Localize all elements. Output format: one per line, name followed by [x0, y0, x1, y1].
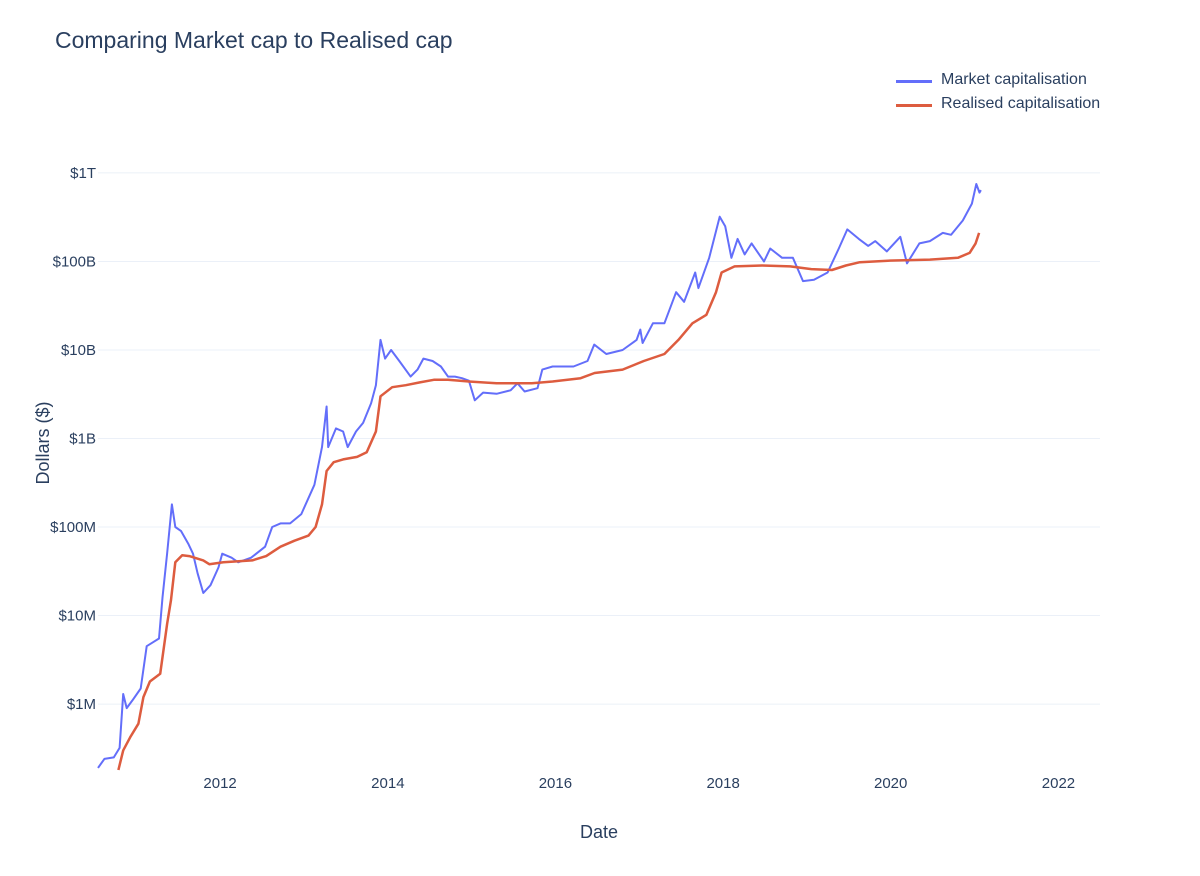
chart-title: Comparing Market cap to Realised cap — [55, 27, 453, 53]
x-tick-label: 2016 — [539, 775, 572, 792]
legend-swatch-realised-cap — [896, 104, 932, 107]
x-tick-label: 2012 — [203, 775, 236, 792]
legend-label-realised-cap: Realised capitalisation — [941, 95, 1101, 112]
y-tick-label: $1B — [69, 431, 96, 448]
x-tick-label: 2014 — [371, 775, 404, 792]
legend-label-market-cap: Market capitalisation — [941, 71, 1087, 88]
x-axis-ticks: 2012 2014 2016 2018 2020 2022 — [203, 775, 1075, 792]
y-axis-ticks: $1M $10M $100M $1B $10B $100B $1T — [50, 165, 96, 713]
series-line-market-cap — [97, 183, 982, 769]
x-tick-label: 2020 — [874, 775, 907, 792]
y-tick-label: $100M — [50, 519, 96, 536]
gridlines — [98, 172, 1100, 705]
legend-item-market-cap[interactable]: Market capitalisation — [896, 66, 1100, 90]
legend-swatch-market-cap — [896, 80, 932, 83]
y-tick-label: $10M — [58, 608, 96, 625]
series-layer — [97, 183, 982, 771]
y-tick-label: $100B — [53, 253, 96, 270]
y-tick-label: $1M — [67, 696, 96, 713]
legend: Market capitalisation Realised capitalis… — [896, 66, 1100, 114]
y-tick-label: $10B — [61, 342, 96, 359]
x-tick-label: 2022 — [1042, 775, 1075, 792]
series-line-realised-cap — [117, 232, 981, 771]
y-axis-title: Dollars ($) — [33, 401, 53, 484]
y-tick-label: $1T — [70, 165, 96, 182]
x-tick-label: 2018 — [706, 775, 739, 792]
legend-item-realised-cap[interactable]: Realised capitalisation — [896, 90, 1100, 114]
x-axis-title: Date — [580, 822, 618, 842]
